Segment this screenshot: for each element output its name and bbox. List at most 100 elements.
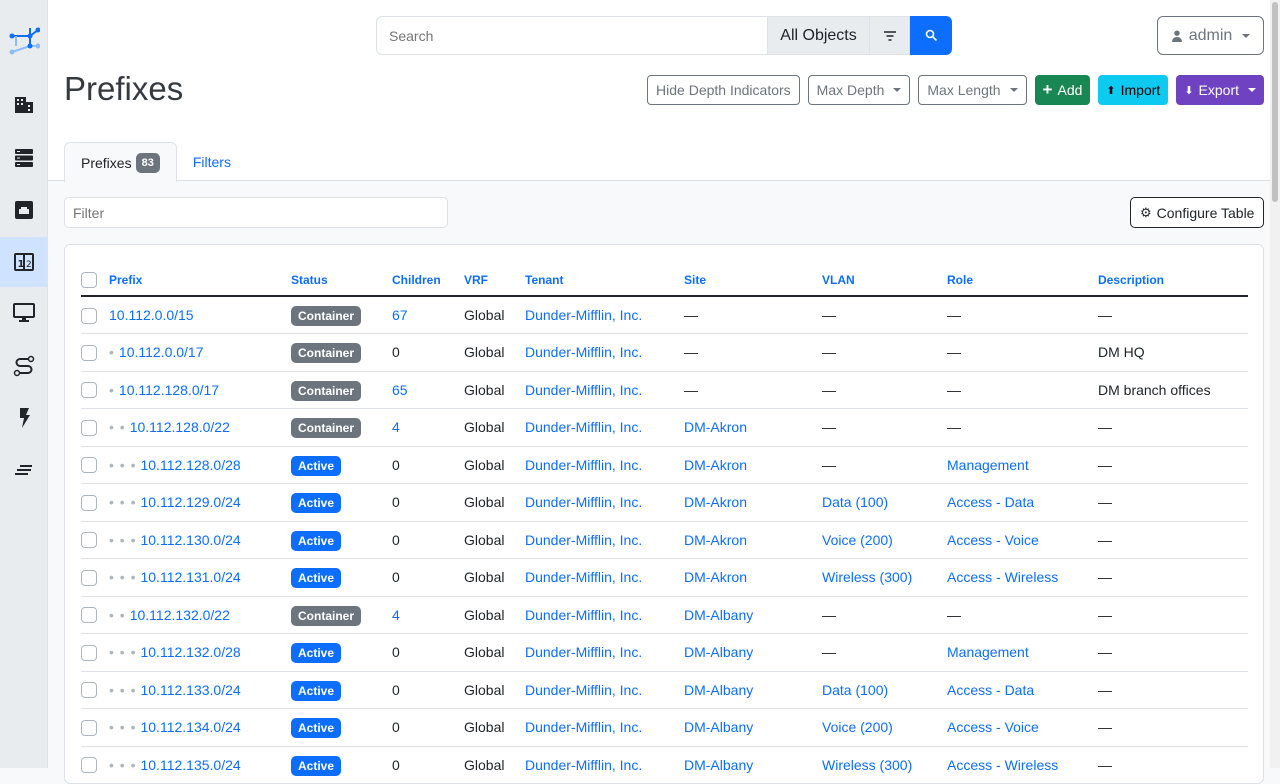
- col-site[interactable]: Site: [684, 265, 822, 297]
- role-link[interactable]: Access - Voice: [947, 719, 1039, 736]
- tenant-link[interactable]: Dunder-Mifflin, Inc.: [525, 606, 643, 623]
- prefix-link[interactable]: 10.112.130.0/24: [140, 531, 241, 548]
- vlan-link[interactable]: Data (100): [822, 681, 889, 698]
- row-checkbox[interactable]: [81, 757, 97, 774]
- organization-icon[interactable]: [0, 80, 47, 130]
- site-link[interactable]: DM-Albany: [684, 719, 754, 736]
- tab-prefixes[interactable]: Prefixes 83: [64, 142, 177, 182]
- power-icon[interactable]: [0, 393, 47, 443]
- row-checkbox[interactable]: [81, 719, 97, 736]
- prefix-link[interactable]: 10.112.132.0/22: [129, 606, 230, 623]
- children-count[interactable]: 4: [392, 606, 400, 623]
- vlan-link[interactable]: Wireless (300): [822, 756, 913, 773]
- row-checkbox[interactable]: [81, 682, 97, 699]
- col-status[interactable]: Status: [291, 265, 392, 297]
- vlan-link[interactable]: Data (100): [822, 494, 889, 511]
- search-button[interactable]: [910, 16, 952, 55]
- col-role[interactable]: Role: [947, 265, 1098, 297]
- vlan-link[interactable]: Voice (200): [822, 719, 893, 736]
- tenant-link[interactable]: Dunder-Mifflin, Inc.: [525, 456, 643, 473]
- max-depth-dropdown[interactable]: Max Depth: [807, 75, 911, 105]
- col-children[interactable]: Children: [392, 265, 464, 297]
- prefix-link[interactable]: 10.112.129.0/24: [140, 494, 241, 511]
- prefix-link[interactable]: 10.112.134.0/24: [140, 719, 241, 736]
- site-link[interactable]: DM-Akron: [684, 569, 748, 586]
- prefix-link[interactable]: 10.112.128.0/22: [129, 419, 230, 436]
- children-count[interactable]: 4: [392, 419, 400, 436]
- tab-filters[interactable]: Filters: [192, 153, 231, 170]
- select-all-checkbox[interactable]: [81, 272, 97, 288]
- row-checkbox[interactable]: [81, 307, 97, 324]
- other-icon[interactable]: [0, 445, 47, 495]
- racks-icon[interactable]: [0, 133, 47, 183]
- children-count[interactable]: 65: [392, 381, 408, 398]
- search-filter-button[interactable]: [869, 16, 910, 55]
- site-link[interactable]: DM-Albany: [684, 606, 754, 623]
- devices-icon[interactable]: [0, 185, 47, 235]
- site-link[interactable]: DM-Akron: [684, 494, 748, 511]
- col-description[interactable]: Description: [1098, 265, 1248, 297]
- prefix-link[interactable]: 10.112.132.0/28: [140, 644, 241, 661]
- table-filter-input[interactable]: [64, 197, 448, 228]
- role-link[interactable]: Access - Wireless: [947, 756, 1059, 773]
- col-prefix[interactable]: Prefix: [109, 265, 291, 297]
- tenant-link[interactable]: Dunder-Mifflin, Inc.: [525, 344, 643, 361]
- row-checkbox[interactable]: [81, 382, 97, 399]
- add-button[interactable]: + Add: [1034, 75, 1091, 105]
- scrollbar-thumb[interactable]: [1272, 2, 1278, 202]
- row-checkbox[interactable]: [81, 607, 97, 624]
- row-checkbox[interactable]: [81, 344, 97, 361]
- search-scope-select[interactable]: All Objects: [768, 16, 869, 55]
- col-vlan[interactable]: VLAN: [822, 265, 947, 297]
- site-link[interactable]: DM-Akron: [684, 456, 748, 473]
- role-link[interactable]: Management: [947, 456, 1029, 473]
- site-link[interactable]: DM-Albany: [684, 756, 754, 773]
- max-length-dropdown[interactable]: Max Length: [918, 75, 1027, 105]
- prefix-link[interactable]: 10.112.128.0/28: [140, 456, 241, 473]
- user-menu-button[interactable]: admin: [1157, 16, 1264, 55]
- row-checkbox[interactable]: [81, 494, 97, 511]
- export-button[interactable]: ⬇ Export: [1176, 75, 1264, 105]
- col-tenant[interactable]: Tenant: [525, 265, 684, 297]
- prefix-link[interactable]: 10.112.128.0/17: [118, 381, 220, 398]
- vlan-link[interactable]: Voice (200): [822, 531, 893, 548]
- hide-depth-indicators-button[interactable]: Hide Depth Indicators: [647, 75, 800, 105]
- role-link[interactable]: Access - Voice: [947, 531, 1039, 548]
- children-count[interactable]: 67: [392, 307, 408, 323]
- tenant-link[interactable]: Dunder-Mifflin, Inc.: [525, 531, 643, 548]
- col-vrf[interactable]: VRF: [464, 265, 525, 297]
- tenant-link[interactable]: Dunder-Mifflin, Inc.: [525, 644, 643, 661]
- tenant-link[interactable]: Dunder-Mifflin, Inc.: [525, 381, 643, 398]
- tenant-link[interactable]: Dunder-Mifflin, Inc.: [525, 681, 643, 698]
- role-link[interactable]: Management: [947, 644, 1029, 661]
- row-checkbox[interactable]: [81, 644, 97, 661]
- row-checkbox[interactable]: [81, 532, 97, 549]
- vlan-link[interactable]: Wireless (300): [822, 569, 913, 586]
- site-link[interactable]: DM-Akron: [684, 419, 748, 436]
- scrollbar[interactable]: [1270, 0, 1280, 768]
- virtualization-icon[interactable]: [0, 288, 47, 338]
- netbox-logo-icon[interactable]: [0, 15, 47, 65]
- prefix-link[interactable]: 10.112.0.0/15: [109, 307, 194, 323]
- row-checkbox[interactable]: [81, 457, 97, 474]
- prefix-link[interactable]: 10.112.135.0/24: [140, 756, 241, 773]
- site-link[interactable]: DM-Akron: [684, 531, 748, 548]
- role-link[interactable]: Access - Data: [947, 681, 1035, 698]
- row-checkbox[interactable]: [81, 419, 97, 436]
- tenant-link[interactable]: Dunder-Mifflin, Inc.: [525, 569, 643, 586]
- tenant-link[interactable]: Dunder-Mifflin, Inc.: [525, 719, 643, 736]
- site-link[interactable]: DM-Albany: [684, 644, 754, 661]
- tenant-link[interactable]: Dunder-Mifflin, Inc.: [525, 494, 643, 511]
- search-input[interactable]: [376, 16, 768, 55]
- prefix-link[interactable]: 10.112.0.0/17: [118, 344, 204, 361]
- row-checkbox[interactable]: [81, 569, 97, 586]
- prefix-link[interactable]: 10.112.131.0/24: [140, 569, 241, 586]
- prefix-link[interactable]: 10.112.133.0/24: [140, 681, 241, 698]
- role-link[interactable]: Access - Data: [947, 494, 1035, 511]
- import-button[interactable]: ⬆ Import: [1098, 75, 1169, 105]
- tenant-link[interactable]: Dunder-Mifflin, Inc.: [525, 307, 643, 323]
- tenant-link[interactable]: Dunder-Mifflin, Inc.: [525, 419, 643, 436]
- configure-table-button[interactable]: ⚙ Configure Table: [1130, 197, 1265, 228]
- site-link[interactable]: DM-Albany: [684, 681, 754, 698]
